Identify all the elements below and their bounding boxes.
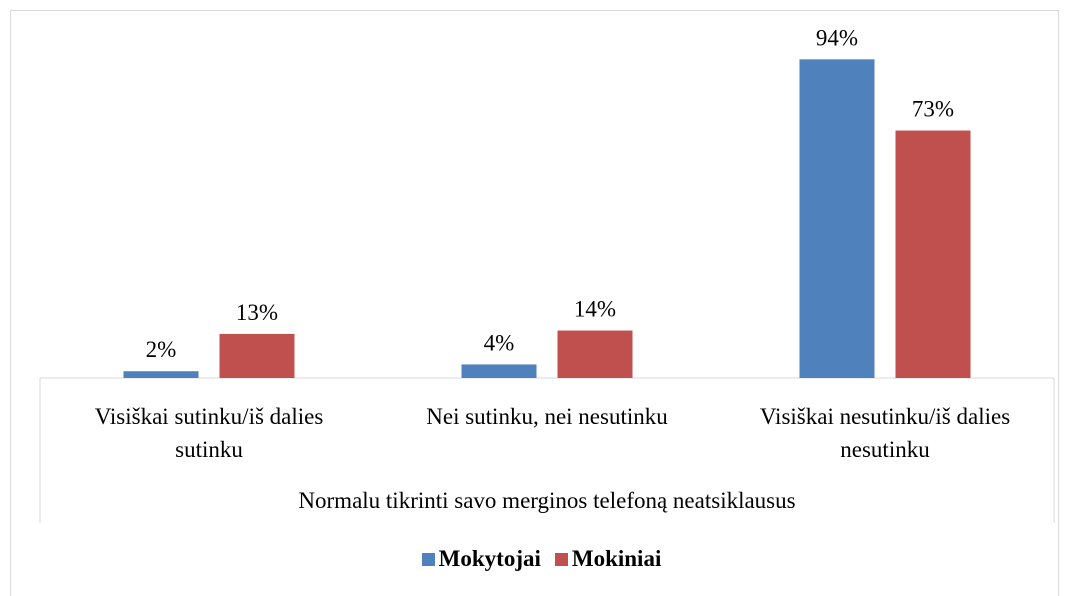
- bar: [557, 330, 633, 378]
- data-label: 14%: [574, 297, 616, 322]
- data-label: 2%: [146, 337, 177, 362]
- x-tick-label: Visiškai sutinku/iš dalies sutinku: [94, 404, 324, 462]
- bar: [219, 333, 295, 378]
- data-label: 4%: [484, 330, 515, 355]
- data-label: 13%: [236, 300, 278, 325]
- legend-swatch: [554, 553, 568, 566]
- bar: [799, 59, 875, 379]
- group-label: Normalu tikrinti savo merginos telefoną …: [298, 488, 796, 513]
- data-label: 73%: [912, 97, 954, 122]
- bar: [461, 364, 537, 378]
- legend-swatch: [421, 553, 435, 566]
- x-tick-label: Visiškai nesutinku/iš dalies nesutinku: [759, 404, 1011, 462]
- chart-frame: [10, 10, 1059, 596]
- bar: [123, 371, 199, 378]
- data-label: 94%: [816, 25, 858, 50]
- legend: Mokytojai Mokiniai: [0, 546, 1069, 572]
- x-tick-label: Nei sutinku, nei nesutinku: [426, 404, 668, 429]
- bar: [895, 130, 971, 378]
- legend-label: Mokiniai: [571, 546, 662, 571]
- legend-label: Mokytojai: [438, 546, 541, 571]
